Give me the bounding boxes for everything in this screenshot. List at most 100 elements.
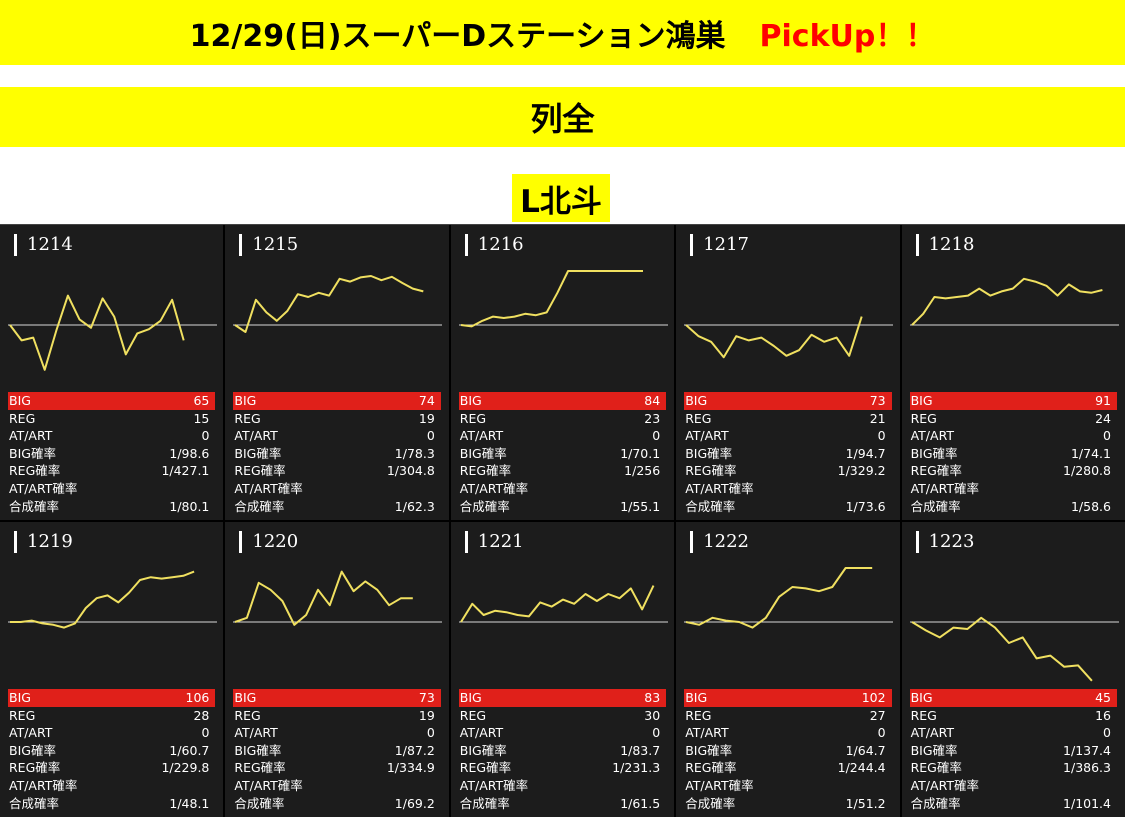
machine-number: 1222 xyxy=(690,531,749,553)
stats-table: BIG 106 REG 28 AT/ART 0 BIG確率 1/60.7 REG確率 1/… xyxy=(8,689,216,813)
machine-card-1216[interactable]: 1216 BIG 84 REG 23 AT/ART 0 BIG確率 1/70.1 REG… xyxy=(450,225,675,520)
stat-label: BIG確率 xyxy=(910,445,958,461)
machine-card-1217[interactable]: 1217 BIG 73 REG 21 AT/ART 0 BIG確率 1/94.7 REG… xyxy=(676,225,900,520)
stat-label: REG xyxy=(9,707,36,723)
stat-value: 1/87.2 xyxy=(394,742,435,758)
stat-row-big-rate: BIG確率 1/78.3 xyxy=(233,445,440,463)
stat-row-combined: 合成確率 1/51.2 xyxy=(684,795,891,813)
machine-card-1214[interactable]: 1214 BIG 65 REG 15 AT/ART 0 BIG確率 1/98.6 REG… xyxy=(0,225,224,520)
stat-row-big-rate: BIG確率 1/94.7 xyxy=(684,445,891,463)
stat-row-big: BIG 65 xyxy=(8,392,216,410)
stats-table: BIG 84 REG 23 AT/ART 0 BIG確率 1/70.1 REG確率 1/2… xyxy=(458,392,667,516)
machine-card-1221[interactable]: 1221 BIG 83 REG 30 AT/ART 0 BIG確率 1/83.7 REG… xyxy=(450,522,675,817)
stat-value: 1/60.7 xyxy=(169,742,210,758)
stat-value: 1/83.7 xyxy=(620,742,661,758)
stat-row-at-rate: AT/ART確率 xyxy=(8,777,215,795)
stat-label: AT/ART xyxy=(9,428,53,444)
stat-value: 1/48.1 xyxy=(169,795,210,811)
stat-value: 73 xyxy=(869,393,886,408)
stat-label: BIG xyxy=(459,393,482,408)
stat-label: BIG xyxy=(685,690,708,705)
stat-label: REG確率 xyxy=(234,760,286,776)
machine-card-1218[interactable]: 1218 BIG 91 REG 24 AT/ART 0 BIG確率 1/74.1 REG… xyxy=(901,225,1125,520)
stat-row-reg-rate: REG確率 1/229.8 xyxy=(8,759,215,777)
stat-value: 28 xyxy=(193,707,210,723)
stat-value: 15 xyxy=(193,410,210,426)
stat-value: 1/98.6 xyxy=(169,445,210,461)
stat-label: BIG xyxy=(9,690,31,705)
stat-label: REG xyxy=(234,707,261,723)
stat-row-big-rate: BIG確率 1/60.7 xyxy=(8,742,215,760)
stat-row-reg: REG 15 xyxy=(8,410,215,428)
row-label: 列全 xyxy=(530,100,595,138)
stat-label: REG xyxy=(9,410,36,426)
stat-label: REG確率 xyxy=(9,760,61,776)
machine-card-1220[interactable]: 1220 BIG 73 REG 19 AT/ART 0 BIG確率 1/87.2 REG… xyxy=(225,522,449,817)
stat-value: 0 xyxy=(652,725,661,741)
stat-row-reg: REG 30 xyxy=(459,707,666,725)
slump-graph-svg xyxy=(458,270,668,328)
stat-label: REG確率 xyxy=(9,463,61,479)
stat-value: 1/280.8 xyxy=(1063,463,1111,479)
stat-row-reg: REG 19 xyxy=(233,410,440,428)
stat-label: REG xyxy=(910,707,937,723)
stat-row-reg-rate: REG確率 1/334.9 xyxy=(233,759,440,777)
stat-label: AT/ART xyxy=(685,725,729,741)
stat-row-reg-rate: REG確率 1/256 xyxy=(459,462,666,480)
stats-table: BIG 91 REG 24 AT/ART 0 BIG確率 1/74.1 REG確率 1/2… xyxy=(909,392,1117,516)
stat-row-combined: 合成確率 1/58.6 xyxy=(910,498,1117,516)
slump-graph xyxy=(233,566,443,688)
stat-value: 1/329.2 xyxy=(837,463,886,479)
stat-label: BIG xyxy=(234,393,257,408)
stat-value: 0 xyxy=(877,725,886,741)
stat-row-big: BIG 73 xyxy=(233,689,441,707)
stat-row-big-rate: BIG確率 1/74.1 xyxy=(910,445,1117,463)
machine-card-1222[interactable]: 1222 BIG 102 REG 27 AT/ART 0 BIG確率 1/64.7 RE… xyxy=(676,522,900,817)
stat-label: 合成確率 xyxy=(685,498,736,514)
stat-label: AT/ART xyxy=(685,428,729,444)
stat-row-reg: REG 24 xyxy=(910,410,1117,428)
slump-line xyxy=(911,616,1093,682)
stat-value: 1/64.7 xyxy=(845,742,886,758)
stat-label: 合成確率 xyxy=(910,795,961,811)
machine-card-1215[interactable]: 1215 BIG 74 REG 19 AT/ART 0 BIG確率 1/78.3 REG… xyxy=(225,225,449,520)
stat-value: 1/55.1 xyxy=(620,498,661,514)
stat-value: 1/74.1 xyxy=(1070,445,1111,461)
stat-row-at: AT/ART 0 xyxy=(684,427,891,445)
stat-value: 19 xyxy=(418,707,435,723)
stat-label: BIG確率 xyxy=(459,742,507,758)
stat-value: 27 xyxy=(869,707,886,723)
stat-label: 合成確率 xyxy=(459,498,510,514)
stat-row-combined: 合成確率 1/73.6 xyxy=(684,498,891,516)
machine-number: 1220 xyxy=(239,531,298,553)
stat-row-reg-rate: REG確率 1/231.3 xyxy=(459,759,666,777)
slump-graph-svg xyxy=(684,567,894,629)
stat-row-big: BIG 83 xyxy=(458,689,667,707)
stat-value: 1/51.2 xyxy=(845,795,886,811)
stat-value: 24 xyxy=(1095,410,1111,426)
stat-row-combined: 合成確率 1/48.1 xyxy=(8,795,215,813)
stat-label: AT/ART xyxy=(459,725,504,741)
stat-row-at: AT/ART 0 xyxy=(233,427,440,445)
stats-table: BIG 65 REG 15 AT/ART 0 BIG確率 1/98.6 REG確率 1/4… xyxy=(8,392,216,515)
stat-label: AT/ART xyxy=(234,725,278,741)
stat-label: AT/ART確率 xyxy=(685,777,754,793)
stat-row-combined: 合成確率 1/61.5 xyxy=(459,795,666,813)
stat-value: 91 xyxy=(1095,393,1111,408)
machine-card-1223[interactable]: 1223 BIG 45 REG 16 AT/ART 0 BIG確率 1/137.4 RE… xyxy=(901,522,1125,817)
stat-label: AT/ART確率 xyxy=(459,480,529,496)
stat-row-combined: 合成確率 1/69.2 xyxy=(233,795,440,813)
stat-value: 102 xyxy=(861,690,886,705)
machine-card-1219[interactable]: 1219 BIG 106 REG 28 AT/ART 0 BIG確率 1/60.7 RE… xyxy=(0,522,224,817)
stat-label: AT/ART xyxy=(459,428,504,444)
stat-value: 1/137.4 xyxy=(1063,742,1111,758)
stats-table: BIG 74 REG 19 AT/ART 0 BIG確率 1/78.3 REG確率 1/3… xyxy=(233,392,441,515)
stat-label: 合成確率 xyxy=(234,498,285,514)
stats-table: BIG 83 REG 30 AT/ART 0 BIG確率 1/83.7 REG確率 1/2… xyxy=(458,689,667,813)
slump-graph xyxy=(909,566,1119,688)
stat-value: 1/62.3 xyxy=(394,498,435,514)
slump-line xyxy=(235,570,414,626)
stat-row-combined: 合成確率 1/55.1 xyxy=(459,498,666,516)
slump-graph-svg xyxy=(233,275,443,333)
stat-value: 1/101.4 xyxy=(1063,795,1111,811)
